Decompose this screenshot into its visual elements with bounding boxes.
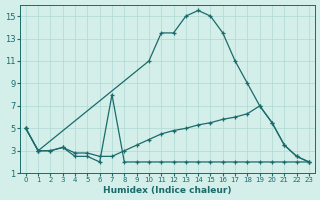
X-axis label: Humidex (Indice chaleur): Humidex (Indice chaleur) (103, 186, 232, 195)
